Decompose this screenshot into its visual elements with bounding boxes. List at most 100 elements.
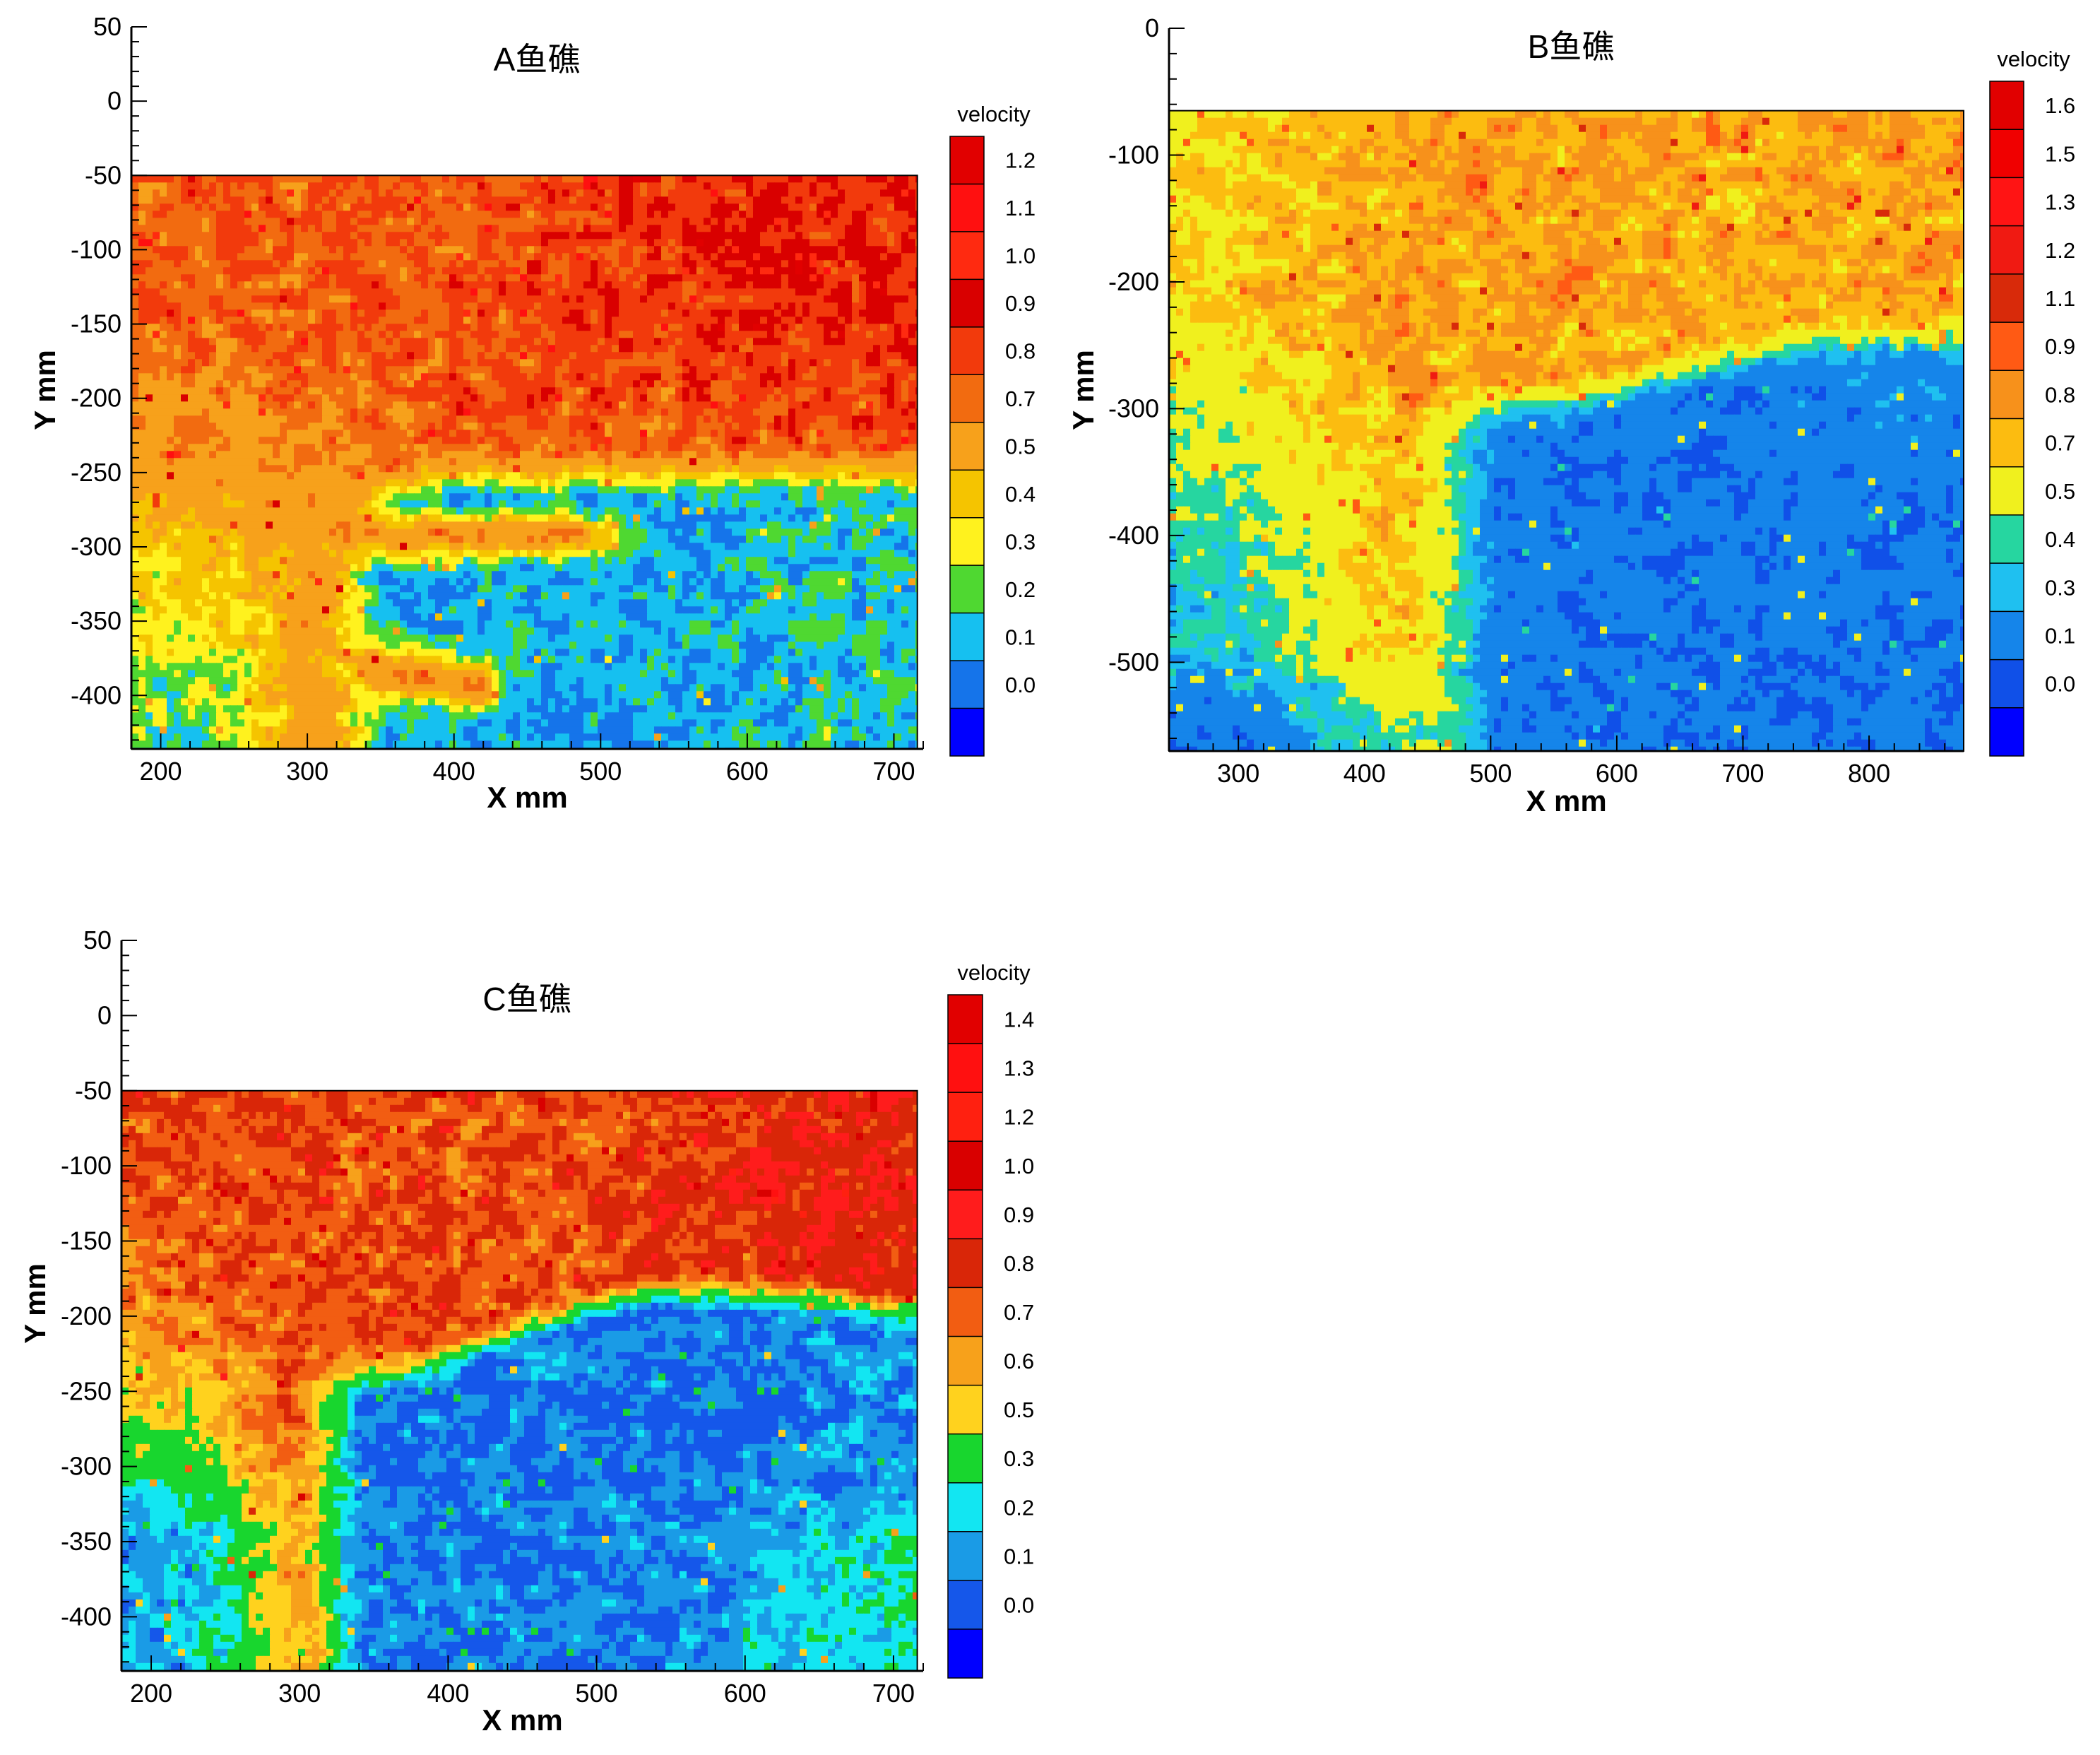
heatmap-cell (548, 444, 556, 451)
heatmap-cell (315, 267, 323, 275)
heatmap-cell (654, 211, 662, 218)
heatmap-cell (534, 437, 542, 444)
heatmap-cell (188, 479, 196, 487)
heatmap-cell (760, 317, 768, 324)
heatmap-cell (322, 281, 330, 289)
heatmap-cell (364, 408, 372, 416)
heatmap-cell (146, 401, 153, 409)
heatmap-cell (181, 437, 189, 444)
heatmap-cell (838, 394, 846, 402)
heatmap-cell (259, 430, 266, 437)
heatmap-cell (259, 373, 266, 381)
heatmap-cell (760, 182, 768, 190)
heatmap-cell (181, 387, 189, 395)
heatmap-cell (725, 415, 732, 423)
heatmap-cell (915, 444, 918, 451)
heatmap-cell (513, 472, 521, 480)
heatmap-cell (153, 274, 160, 282)
heatmap-cell (541, 218, 549, 225)
heatmap-cell (160, 451, 167, 459)
heatmap-cell (562, 401, 570, 409)
heatmap-cell (562, 415, 570, 423)
heatmap-cell (386, 274, 393, 282)
heatmap-cell (583, 401, 591, 409)
heatmap-cell (866, 246, 874, 254)
heatmap-cell (647, 458, 655, 466)
heatmap-cell (852, 274, 860, 282)
heatmap-cell (251, 182, 259, 190)
heatmap-cell (696, 451, 704, 459)
heatmap-cell (386, 225, 393, 232)
heatmap-cell (400, 458, 408, 466)
heatmap-cell (527, 380, 535, 388)
heatmap-cell (859, 239, 867, 247)
heatmap-cell (202, 295, 210, 303)
heatmap-cell (513, 218, 521, 225)
heatmap-cell (485, 338, 492, 345)
heatmap-cell (273, 246, 280, 254)
heatmap-cell (216, 189, 224, 197)
heatmap-cell (696, 324, 704, 331)
heatmap-cell (555, 352, 563, 360)
heatmap-cell (569, 331, 577, 338)
heatmap-cell (195, 451, 203, 459)
heatmap-cell (456, 394, 464, 402)
heatmap-cell (894, 472, 902, 480)
heatmap-cell (541, 288, 549, 296)
heatmap-cell (718, 472, 725, 480)
heatmap-cell (753, 331, 761, 338)
heatmap-cell (499, 359, 506, 367)
heatmap-cell (146, 274, 153, 282)
heatmap-cell (209, 267, 217, 275)
heatmap-cell (350, 281, 358, 289)
heatmap-cell (824, 253, 831, 261)
heatmap-cell (195, 175, 203, 183)
heatmap-cell (696, 189, 704, 197)
heatmap-cell (795, 422, 803, 430)
heatmap-cell (449, 345, 457, 353)
heatmap-cell (852, 295, 860, 303)
heatmap-cell (421, 288, 429, 296)
heatmap-cell (477, 352, 485, 360)
heatmap-cell (781, 380, 789, 388)
heatmap-cell (216, 182, 224, 190)
heatmap-cell (901, 415, 909, 423)
heatmap-cell (583, 317, 591, 324)
heatmap-cell (223, 189, 231, 197)
heatmap-cell (315, 317, 323, 324)
heatmap-cell (654, 352, 662, 360)
heatmap-cell (576, 408, 584, 416)
heatmap-cell (364, 486, 372, 494)
heatmap-cell (280, 465, 287, 473)
heatmap-cell (216, 338, 224, 345)
heatmap-cell (746, 437, 754, 444)
heatmap-cell (153, 267, 160, 275)
heatmap-cell (795, 189, 803, 197)
heatmap-cell (216, 288, 224, 296)
heatmap-cell (838, 232, 846, 240)
heatmap-cell (372, 246, 379, 254)
heatmap-cell (174, 415, 182, 423)
heatmap-cell (379, 218, 386, 225)
heatmap-cell (831, 225, 838, 232)
heatmap-cell (760, 274, 768, 282)
heatmap-cell (831, 387, 838, 395)
heatmap-cell (640, 218, 648, 225)
heatmap-cell (202, 274, 210, 282)
heatmap-cell (788, 479, 796, 487)
heatmap-cell (329, 182, 337, 190)
heatmap-cell (153, 182, 160, 190)
heatmap-cell (364, 380, 372, 388)
heatmap-cell (696, 408, 704, 416)
heatmap-cell (675, 451, 683, 459)
heatmap-cell (449, 196, 457, 204)
heatmap-cell (442, 437, 450, 444)
heatmap-cell (866, 415, 874, 423)
heatmap-cell (350, 225, 358, 232)
heatmap-cell (499, 387, 506, 395)
heatmap-cell (280, 479, 287, 487)
heatmap-cell (520, 232, 528, 240)
heatmap-cell (760, 465, 768, 473)
heatmap-cell (174, 458, 182, 466)
heatmap-cell (647, 246, 655, 254)
